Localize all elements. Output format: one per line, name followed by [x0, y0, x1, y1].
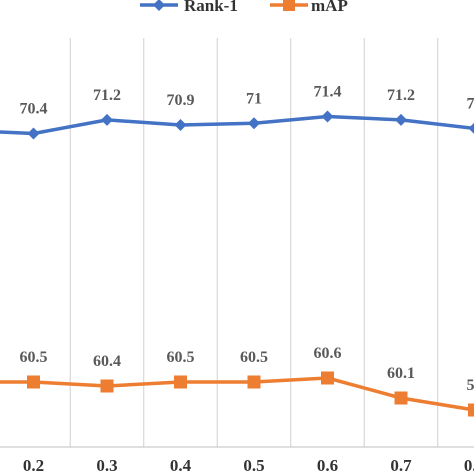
x-tick-label: 0.5 — [243, 456, 264, 474]
data-label-map: 60.6 — [314, 345, 342, 362]
point-rank-1 — [468, 122, 474, 134]
series-lines — [0, 114, 474, 412]
legend: Rank-1 mAP — [140, 0, 348, 15]
point-map — [100, 379, 114, 393]
point-map — [321, 371, 334, 385]
data-labels: 70.4 71.2 70.9 71 71.4 71.2 70 60.5 60.4 60.5 60.5… — [20, 84, 474, 395]
point-map — [394, 391, 408, 405]
point-rank-1 — [27, 127, 40, 140]
point-rank-1 — [174, 119, 187, 131]
data-label-rank-1: 70.4 — [20, 101, 48, 118]
legend-label-rank-1: Rank-1 — [184, 0, 238, 15]
x-tick-label: 0.8 — [464, 456, 474, 474]
data-label-map: 60.5 — [240, 349, 268, 366]
point-rank-1 — [321, 110, 334, 123]
data-label-rank-1: 71.4 — [314, 84, 342, 101]
x-tick-label: 0.3 — [96, 456, 117, 474]
point-map — [247, 375, 261, 389]
legend-label-map: mAP — [311, 0, 348, 15]
x-tick-label: 0.4 — [170, 456, 192, 474]
legend-marker-square — [283, 0, 295, 11]
point-rank-1 — [395, 113, 407, 126]
data-label-rank-1: 71.2 — [93, 87, 121, 104]
point-rank-1 — [248, 117, 260, 130]
data-label-rank-1: 70.9 — [167, 92, 195, 109]
series-line-map — [0, 376, 474, 412]
x-tick-labels: 0.2 0.3 0.4 0.5 0.6 0.7 0.8 — [23, 456, 474, 474]
data-label-rank-1: 71 — [246, 90, 262, 107]
data-label-map: 59 — [467, 377, 474, 394]
data-label-rank-1: 71.2 — [387, 87, 415, 104]
data-label-map: 60.5 — [167, 349, 195, 366]
x-tick-label: 0.7 — [390, 456, 412, 474]
legend-marker-diamond — [153, 0, 165, 11]
point-map — [468, 403, 474, 417]
series-markers — [27, 110, 474, 417]
data-label-map: 60.4 — [93, 353, 121, 370]
data-label-map: 60.1 — [387, 365, 415, 382]
x-tick-label: 0.6 — [317, 456, 338, 474]
x-tick-label: 0.2 — [23, 456, 44, 474]
series-line-rank-1 — [0, 114, 474, 136]
point-map — [174, 375, 187, 389]
point-rank-1 — [101, 113, 113, 126]
data-label-rank-1: 70 — [467, 95, 474, 112]
data-label-map: 60.5 — [20, 349, 48, 366]
point-map — [27, 375, 40, 389]
grid-lines — [69, 38, 439, 447]
